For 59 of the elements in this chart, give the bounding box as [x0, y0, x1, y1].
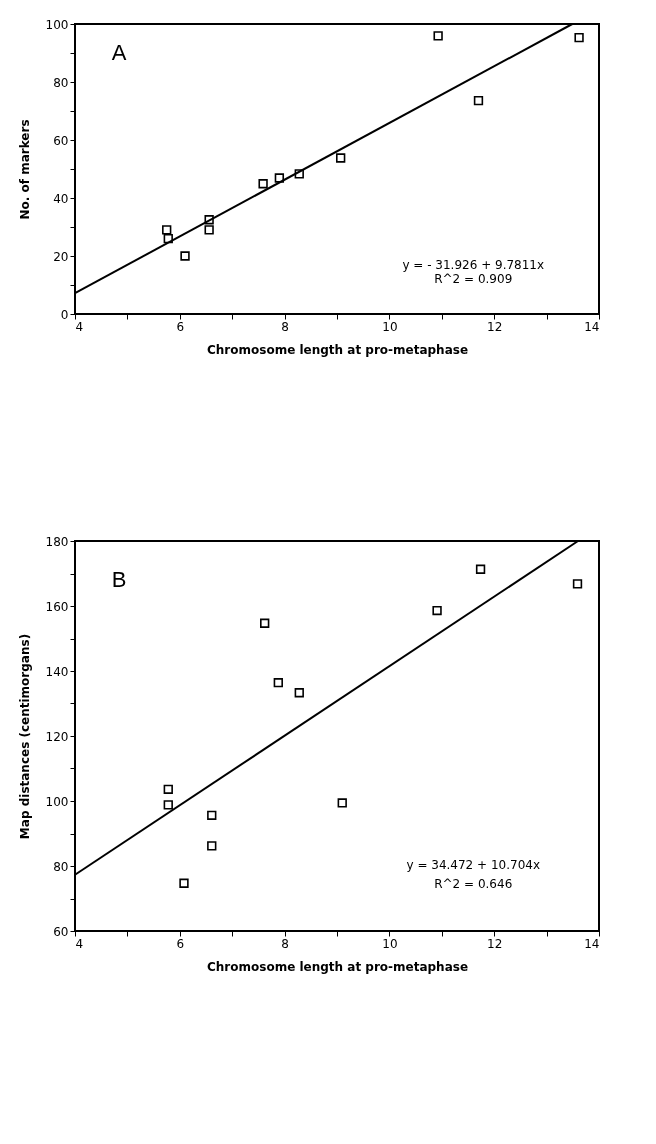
point	[337, 798, 347, 808]
y-tick-label: 100	[45, 794, 69, 809]
y-tick-label: 160	[45, 599, 69, 614]
x-tick-label: 10	[382, 936, 398, 951]
point	[204, 225, 214, 235]
point	[163, 800, 173, 810]
y-tick-label: 40	[53, 191, 69, 206]
point	[432, 605, 442, 616]
x-tick-label: 12	[487, 319, 503, 334]
annotation: B	[111, 567, 127, 592]
x-tick-label: 10	[382, 319, 398, 334]
x-tick-label: 4	[75, 319, 84, 334]
x-axis-title: Chromosome length at pro-metaphase	[206, 959, 469, 974]
point	[273, 678, 283, 688]
point	[204, 215, 214, 225]
annotation: y = - 31.926 + 9.7811x	[402, 257, 545, 272]
y-tick-label: 20	[53, 249, 69, 264]
point	[260, 618, 270, 628]
point	[163, 233, 173, 244]
x-tick-label: 6	[176, 319, 185, 334]
point	[179, 878, 189, 888]
point	[274, 173, 285, 183]
point	[433, 31, 443, 41]
x-axis-title: Chromosome length at pro-metaphase	[206, 342, 469, 357]
point	[163, 784, 173, 794]
point	[335, 153, 346, 163]
point	[475, 564, 486, 574]
point	[574, 32, 584, 43]
y-tick-label: 120	[45, 729, 69, 744]
y-tick-label: 80	[53, 75, 69, 90]
x-tick-label: 14	[584, 319, 600, 334]
annotation: R^2 = 0.646	[434, 877, 513, 892]
point	[207, 841, 217, 851]
point	[162, 225, 172, 235]
y-tick-label: 0	[60, 307, 69, 322]
x-tick-label: 14	[584, 936, 600, 951]
y-tick-label: 100	[45, 17, 69, 32]
y-tick-label: 60	[53, 133, 69, 148]
y-axis-title: No. of markers	[17, 119, 32, 220]
x-tick-label: 6	[176, 936, 185, 951]
point	[294, 688, 304, 698]
annotation: R^2 = 0.909	[434, 272, 513, 287]
point	[207, 810, 217, 820]
x-tick-label: 8	[281, 319, 289, 334]
x-tick-label: 12	[487, 936, 503, 951]
x-tick-label: 8	[281, 936, 289, 951]
point	[572, 579, 583, 589]
point	[258, 179, 268, 189]
y-tick-label: 180	[45, 534, 69, 549]
point	[294, 169, 304, 179]
y-tick-label: 60	[53, 924, 69, 939]
annotation: y = 34.472 + 10.704x	[406, 857, 541, 872]
point	[473, 95, 484, 106]
y-tick-label: 80	[53, 859, 69, 874]
x-tick-label: 4	[75, 936, 84, 951]
y-axis-title: Map distances (centimorgans)	[17, 633, 32, 840]
annotation: A	[111, 40, 127, 65]
point	[180, 251, 190, 261]
y-tick-label: 140	[45, 664, 69, 679]
